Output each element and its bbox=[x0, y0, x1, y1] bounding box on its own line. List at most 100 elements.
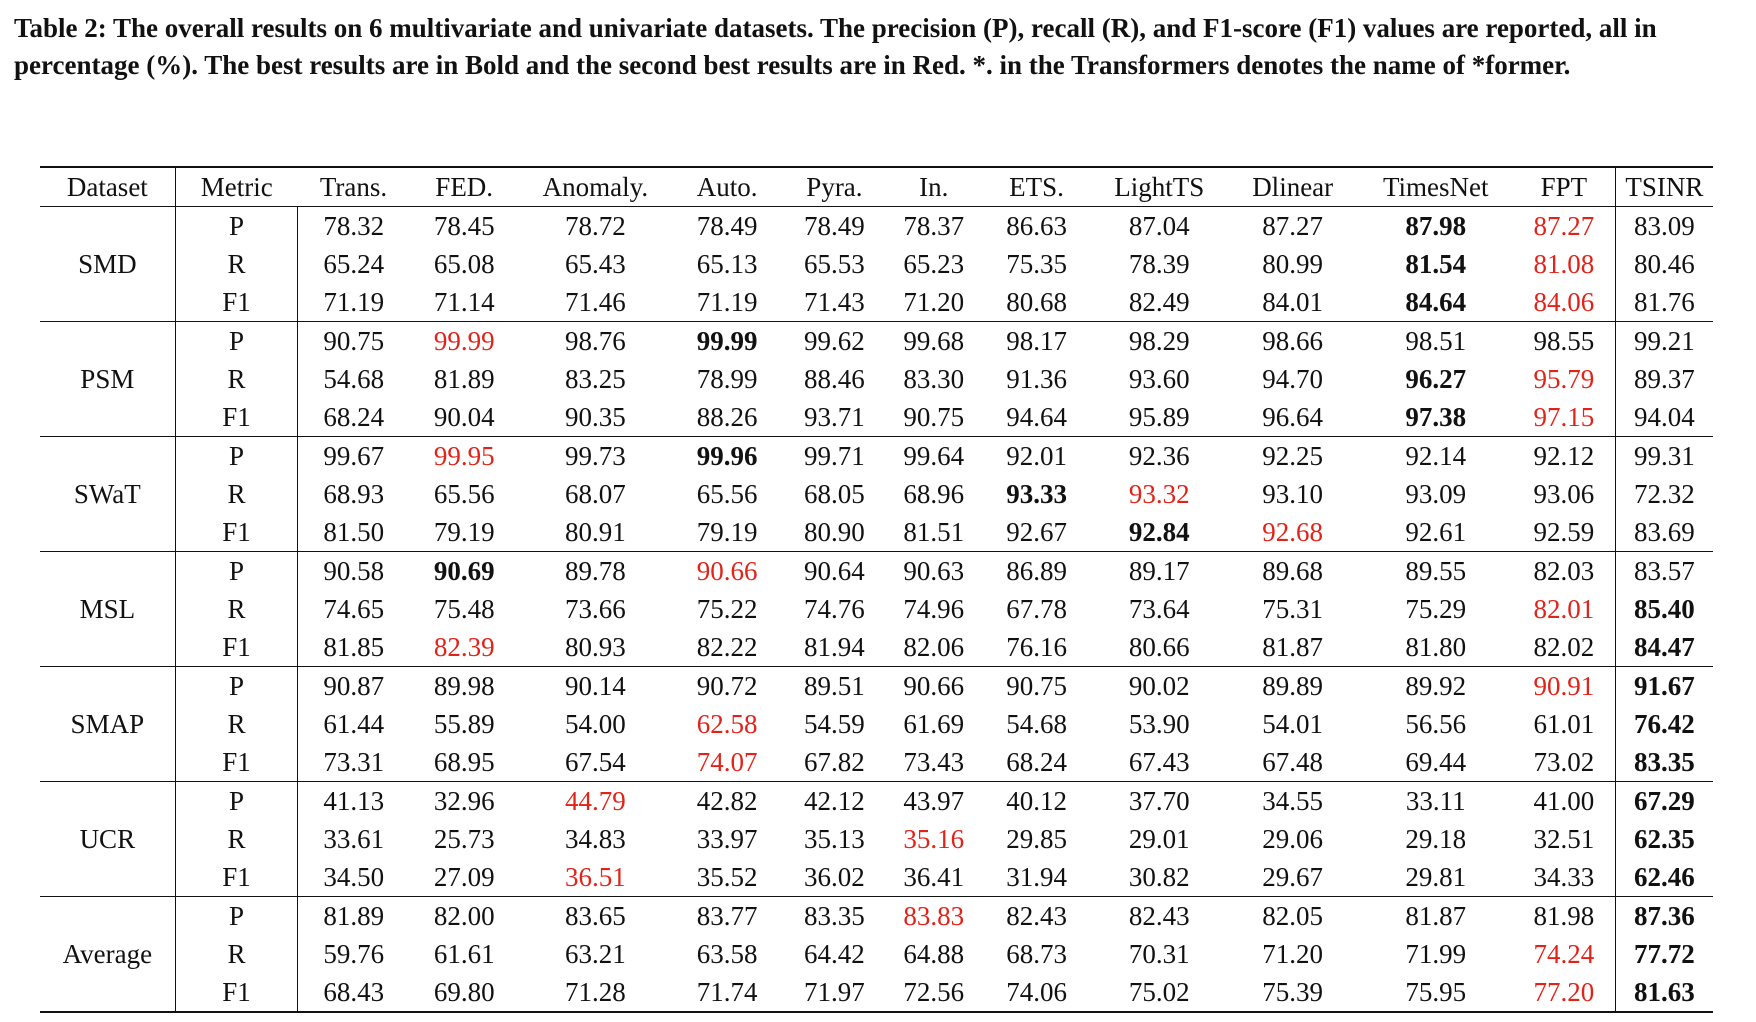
value-cell: 98.17 bbox=[981, 321, 1092, 360]
value-cell: 78.99 bbox=[696, 364, 758, 394]
value-cell: 69.80 bbox=[409, 973, 520, 1013]
value-cell: 74.24 bbox=[1533, 939, 1595, 969]
value-cell: 83.35 bbox=[782, 896, 887, 935]
value-cell: 80.68 bbox=[1006, 287, 1067, 317]
dataset-cell: PSM bbox=[40, 321, 176, 437]
value-cell: 90.87 bbox=[297, 666, 410, 705]
value-cell: 30.82 bbox=[1128, 862, 1190, 892]
value-cell: 87.36 bbox=[1614, 896, 1713, 935]
value-cell: 34.55 bbox=[1226, 781, 1359, 820]
dataset-cell: SMD bbox=[40, 206, 176, 322]
value-cell: 82.05 bbox=[1226, 896, 1359, 935]
value-cell: 79.19 bbox=[433, 517, 495, 547]
value-cell: 44.79 bbox=[519, 781, 672, 820]
value-cell: 84.01 bbox=[1262, 287, 1324, 317]
value-cell: 83.83 bbox=[886, 896, 982, 935]
metric-cell: F1 bbox=[174, 743, 299, 782]
value-cell: 81.89 bbox=[297, 896, 410, 935]
value-cell: 89.98 bbox=[409, 666, 520, 705]
value-cell: 61.44 bbox=[323, 709, 385, 739]
value-cell: 74.96 bbox=[903, 594, 965, 624]
value-cell: 67.43 bbox=[1128, 747, 1190, 777]
table-row: F1 71.19 71.14 71.46 71.19 71.43 71.20 80.68 82.… bbox=[40, 283, 1713, 322]
value-cell: 90.72 bbox=[671, 666, 783, 705]
table-row: F1 34.50 27.09 36.51 35.52 36.02 36.41 31.94 30.… bbox=[40, 858, 1713, 897]
metric-cell: R bbox=[174, 705, 299, 743]
value-cell: 25.73 bbox=[433, 824, 495, 854]
value-cell: 89.17 bbox=[1091, 551, 1227, 590]
value-cell: 81.85 bbox=[323, 632, 385, 662]
value-cell: 54.68 bbox=[323, 364, 385, 394]
value-cell: 82.03 bbox=[1513, 551, 1616, 590]
value-cell: 71.46 bbox=[564, 287, 626, 317]
value-cell: 97.15 bbox=[1533, 402, 1595, 432]
dataset-cell: SWaT bbox=[40, 436, 176, 552]
value-cell: 32.96 bbox=[409, 781, 520, 820]
value-cell: 70.31 bbox=[1128, 939, 1190, 969]
value-cell: 92.12 bbox=[1513, 436, 1616, 475]
table-row: F1 81.85 82.39 80.93 82.22 81.94 82.06 76.16 80.… bbox=[40, 628, 1713, 667]
value-cell: 41.00 bbox=[1513, 781, 1616, 820]
value-cell: 71.74 bbox=[671, 973, 783, 1013]
value-cell: 36.02 bbox=[804, 862, 865, 892]
value-cell: 99.99 bbox=[409, 321, 520, 360]
value-cell: 75.22 bbox=[696, 594, 758, 624]
value-cell: 98.51 bbox=[1358, 321, 1513, 360]
value-cell: 29.18 bbox=[1405, 824, 1467, 854]
value-cell: 67.29 bbox=[1614, 781, 1713, 820]
value-cell: 65.08 bbox=[433, 249, 495, 279]
value-cell: 75.02 bbox=[1091, 973, 1227, 1013]
value-cell: 87.27 bbox=[1226, 206, 1359, 245]
value-cell: 40.12 bbox=[981, 781, 1092, 820]
value-cell: 98.76 bbox=[519, 321, 672, 360]
table-row: R 59.76 61.61 63.21 63.58 64.42 64.88 68.73 70.3… bbox=[40, 935, 1713, 973]
metric-cell: R bbox=[174, 820, 299, 858]
value-cell: 65.53 bbox=[804, 249, 865, 279]
value-cell: 76.16 bbox=[1006, 632, 1067, 662]
column-header: Dlinear bbox=[1226, 166, 1359, 207]
value-cell: 77.20 bbox=[1513, 973, 1616, 1013]
value-cell: 84.47 bbox=[1614, 628, 1713, 667]
value-cell: 82.43 bbox=[981, 896, 1092, 935]
value-cell: 37.70 bbox=[1091, 781, 1227, 820]
metric-cell: R bbox=[174, 935, 299, 973]
value-cell: 68.05 bbox=[804, 479, 865, 509]
value-cell: 59.76 bbox=[323, 939, 385, 969]
value-cell: 34.50 bbox=[323, 862, 385, 892]
value-cell: 68.93 bbox=[323, 479, 385, 509]
value-cell: 95.89 bbox=[1128, 402, 1190, 432]
value-cell: 65.24 bbox=[323, 249, 385, 279]
value-cell: 78.49 bbox=[782, 206, 887, 245]
value-cell: 68.07 bbox=[564, 479, 626, 509]
value-cell: 42.82 bbox=[671, 781, 783, 820]
value-cell: 96.27 bbox=[1405, 364, 1467, 394]
value-cell: 61.01 bbox=[1533, 709, 1595, 739]
value-cell: 89.51 bbox=[782, 666, 887, 705]
value-cell: 90.75 bbox=[297, 321, 410, 360]
value-cell: 54.01 bbox=[1262, 709, 1324, 739]
value-cell: 75.48 bbox=[433, 594, 495, 624]
value-cell: 71.20 bbox=[903, 287, 965, 317]
value-cell: 29.01 bbox=[1128, 824, 1190, 854]
value-cell: 99.67 bbox=[297, 436, 410, 475]
value-cell: 63.21 bbox=[564, 939, 626, 969]
value-cell: 80.93 bbox=[564, 632, 626, 662]
value-cell: 93.60 bbox=[1128, 364, 1190, 394]
value-cell: 99.68 bbox=[886, 321, 982, 360]
value-cell: 82.06 bbox=[903, 632, 965, 662]
value-cell: 73.66 bbox=[564, 594, 626, 624]
value-cell: 35.13 bbox=[804, 824, 865, 854]
value-cell: 90.69 bbox=[409, 551, 520, 590]
table-row: R 65.24 65.08 65.43 65.13 65.53 65.23 75.35 78.3… bbox=[40, 245, 1713, 283]
value-cell: 71.99 bbox=[1405, 939, 1467, 969]
value-cell: 92.61 bbox=[1405, 517, 1467, 547]
value-cell: 86.63 bbox=[981, 206, 1092, 245]
value-cell: 92.67 bbox=[1006, 517, 1067, 547]
value-cell: 33.11 bbox=[1358, 781, 1513, 820]
value-cell: 64.42 bbox=[804, 939, 865, 969]
value-cell: 68.24 bbox=[323, 402, 385, 432]
column-header: Dataset bbox=[40, 166, 176, 207]
results-table: Dataset Metric Trans. FED. Anomaly. Auto. Pyra… bbox=[40, 166, 1713, 1013]
value-cell: 90.66 bbox=[886, 666, 982, 705]
value-cell: 71.28 bbox=[519, 973, 672, 1013]
